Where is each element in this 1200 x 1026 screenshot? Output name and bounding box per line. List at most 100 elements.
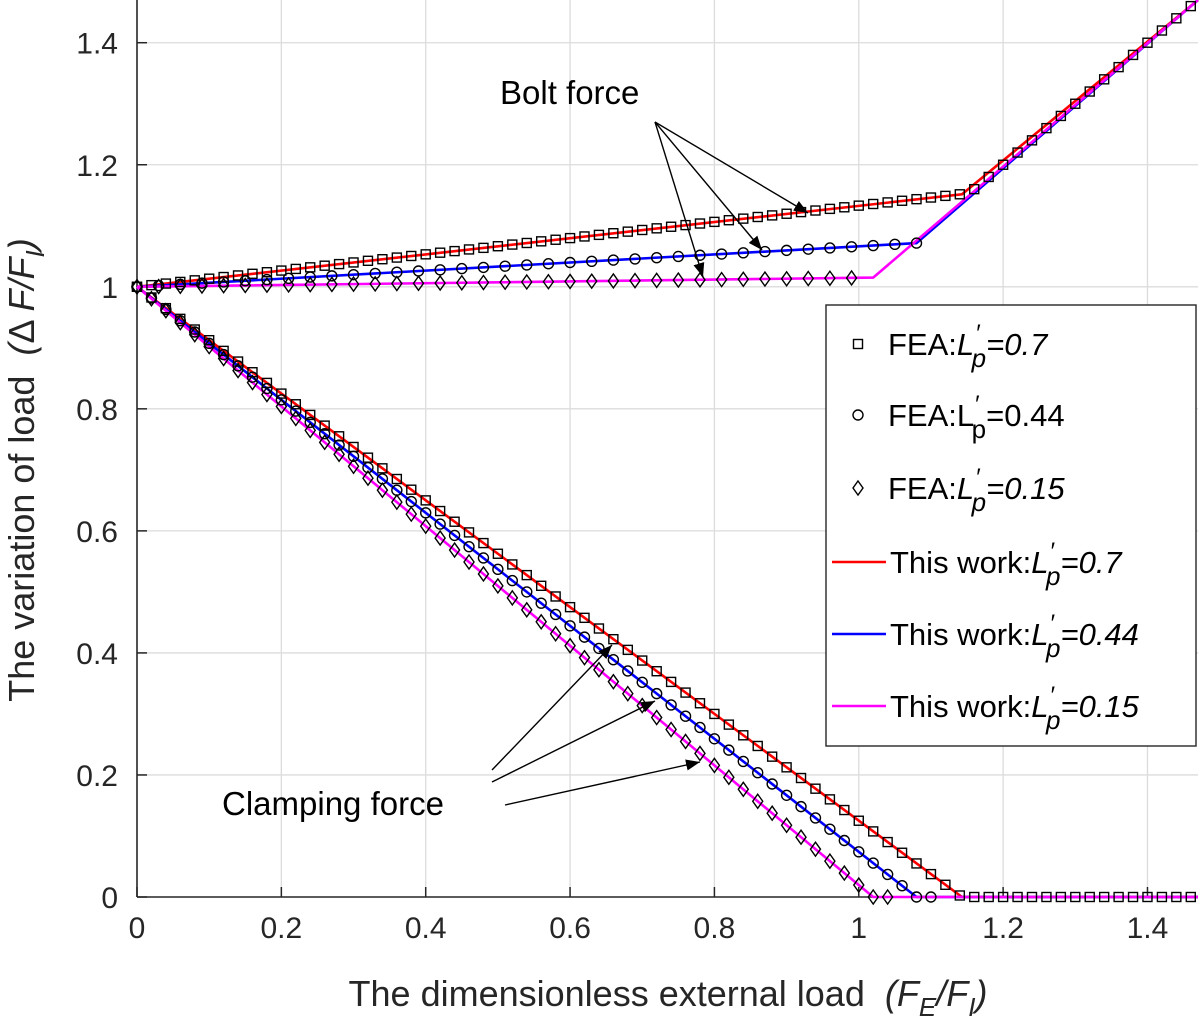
fea-point-diamond (867, 888, 880, 906)
fea-point-diamond (419, 517, 432, 535)
fea-point-square (391, 252, 403, 263)
legend-label: This work:L′ p=0.44 (890, 610, 1139, 663)
fea-point-circle (434, 264, 446, 276)
fea-point-diamond (145, 290, 158, 307)
fea-point-square (1156, 891, 1168, 903)
legend-label: FEA:L′ p=0.15 (888, 464, 1065, 517)
fea-point-circle (629, 253, 641, 265)
legend-entry: This work:L′ p=0.15 (832, 682, 1140, 735)
fea-point-square (550, 234, 561, 245)
fea-point-diamond (326, 276, 338, 293)
fea-point-circle (737, 755, 749, 768)
fea-point-circle (910, 237, 923, 249)
fea-point-circle (499, 260, 511, 272)
fea-point-diamond (499, 274, 511, 291)
fea-point-square (593, 229, 605, 241)
fea-point-square (810, 205, 821, 216)
model-lines (136, 0, 1199, 899)
fea-point-diamond (455, 274, 468, 291)
fea-point-square (709, 708, 720, 720)
fea-point-circle (347, 268, 360, 281)
fea-point-square (377, 463, 388, 474)
fea-markers (131, 0, 1196, 906)
fea-point-circle (867, 857, 879, 869)
fea-point-circle (636, 676, 648, 688)
fea-point-square (1012, 147, 1023, 158)
fea-point-circle (824, 823, 836, 835)
fea-point-square (406, 484, 417, 495)
fea-point-circle (463, 540, 475, 553)
fea-point-circle (275, 394, 288, 406)
fea-point-diamond (347, 458, 360, 475)
fea-point-square (911, 858, 922, 869)
fea-point-circle (723, 744, 735, 756)
fea-point-square (276, 388, 287, 399)
fea-point-diamond (802, 270, 815, 287)
fea-point-diamond (174, 278, 187, 295)
y-axis-title: The variation of load (ΔF/FI) (1, 238, 50, 702)
fea-point-square (463, 244, 475, 255)
fea-point-circle (795, 800, 807, 813)
bolt-force-arrow (654, 121, 809, 214)
x-tick-label: 0.8 (694, 912, 736, 945)
fea-point-diamond (780, 270, 793, 288)
fea-point-circle (679, 710, 692, 722)
fea-point-square (752, 740, 763, 752)
fea-point-diamond (196, 277, 208, 295)
fea-point-circle (217, 348, 230, 361)
fea-point-diamond (390, 493, 403, 511)
fea-point-circle (759, 245, 771, 258)
y-tick-label: 0.6 (76, 516, 118, 549)
fea-point-square (766, 210, 778, 221)
fea-point-square (276, 265, 287, 276)
fea-point-diamond (362, 470, 374, 487)
fea-point-circle (549, 608, 562, 621)
fea-point-diamond (217, 350, 230, 367)
fea-point-circle (318, 427, 331, 440)
fea-point-square (997, 891, 1009, 903)
fea-point-square (853, 815, 864, 826)
fea-point-diamond (759, 270, 771, 288)
fea-point-square (420, 249, 431, 260)
fea-point-diamond (751, 793, 764, 810)
fea-point-square (723, 215, 735, 226)
fea-point-square (882, 197, 893, 208)
fea-point-circle (564, 256, 576, 269)
fea-point-square (983, 891, 994, 903)
fea-point-square (189, 275, 200, 286)
fea-point-circle (521, 259, 533, 271)
legend-label: FEA:L′ p=0.44 (888, 391, 1065, 444)
fea-point-square (1113, 891, 1124, 903)
fea-point-square (637, 224, 648, 236)
fea-point-circle (622, 665, 634, 677)
fea-point-diamond (845, 269, 858, 287)
fea-point-square (1098, 891, 1110, 903)
fea-point-diamond (232, 362, 244, 379)
fea-point-square (261, 267, 273, 278)
annotations: Bolt force Clamping force (222, 74, 809, 822)
fea-point-square (665, 221, 677, 232)
fea-point-square (622, 226, 634, 237)
fea-point-circle (694, 249, 706, 261)
fea-point-square (362, 255, 374, 267)
fea-point-diamond (246, 374, 259, 391)
fea-point-circle (708, 733, 721, 745)
fea-point-diamond (477, 274, 490, 291)
fea-point-diamond (463, 553, 475, 571)
fea-point-diamond (492, 577, 504, 595)
fea-point-diamond (694, 271, 706, 289)
fea-point-diamond (412, 275, 425, 292)
bolt-force-line-0.7 (136, 0, 1199, 289)
fea-point-diamond (809, 840, 822, 858)
fea-point-square (680, 687, 691, 698)
fea-point-circle (845, 241, 858, 253)
fea-point-square (420, 495, 431, 506)
fea-point-circle (506, 574, 519, 587)
fea-point-circle (434, 518, 446, 530)
fea-point-diamond (160, 302, 172, 319)
fea-point-circle (737, 247, 749, 259)
fea-point-square (1012, 891, 1023, 903)
fea-point-square (232, 356, 244, 367)
fea-point-circle (290, 405, 302, 417)
